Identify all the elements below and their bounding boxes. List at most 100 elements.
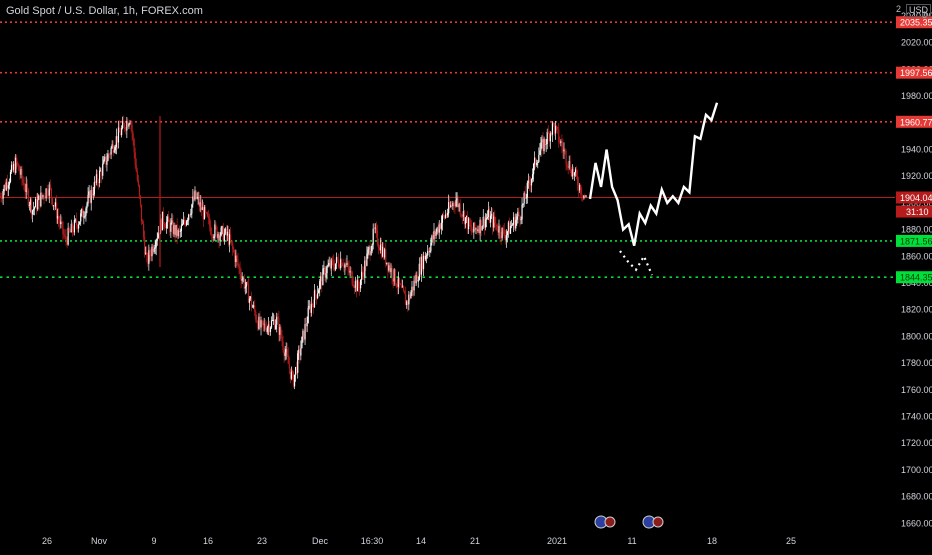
candle-body [262,320,264,325]
candle-body [441,215,443,223]
candle-body [335,257,338,264]
candle-body [276,316,278,325]
candle-body [397,277,399,287]
candle-body [432,235,434,240]
candle-body [473,222,475,233]
candle-body [428,250,430,252]
candle-body [104,156,106,160]
y-tick-label: 1800.00 [901,331,932,341]
candle-body [76,224,79,229]
candle-body [156,238,158,241]
candle-body [582,195,584,199]
y-tick-label: 1940.00 [901,145,932,155]
candle-body [289,368,291,379]
candle-body [222,226,224,242]
candle-body [293,374,296,387]
candle-body [78,224,80,229]
candle-body [491,214,493,216]
candle-body [253,305,255,307]
candle-body [363,272,365,277]
candle-body [165,226,167,229]
candle-body [352,284,354,287]
candle-body [264,323,266,329]
candle-body [127,121,129,127]
candle-body [96,174,99,182]
candle-body [479,219,481,234]
candle-body [5,182,7,190]
candle-body [341,259,343,266]
candle-body [184,222,187,226]
candle-body [111,144,113,148]
candle-body [291,371,294,373]
candle-body [500,235,502,239]
candle-body [504,236,506,241]
candle-body [273,319,275,321]
candle-body [179,230,181,232]
currency-badge[interactable]: USD [906,4,932,17]
candle-body [342,265,344,267]
candle-body [176,224,178,237]
candle-body [52,205,55,207]
candle-body [315,294,318,299]
candle-body [45,188,47,198]
candle-body [445,214,448,216]
x-tick-label: Dec [312,536,329,546]
candle-body [274,319,276,329]
candle-body [109,154,111,156]
candle-body [117,127,120,143]
candle-body [268,324,271,332]
candle-body [496,224,498,230]
candle-body [118,127,121,133]
candle-body [580,184,582,195]
candle-body [18,164,20,172]
candle-body [158,232,160,235]
candle-body [283,350,285,356]
candle-body [225,228,228,236]
candle-body [351,271,353,285]
candle-body [312,304,315,308]
candle-body [154,247,156,249]
candle-body [487,209,490,218]
candle-body [10,164,13,172]
candle-body [541,139,543,143]
candle-body [554,126,557,134]
candle-body [107,154,109,161]
candle-body [427,250,429,256]
candle-body [14,163,16,173]
chart-title: Gold Spot / U.S. Dollar, 1h, FOREX.com [6,5,203,17]
candle-body [426,255,428,257]
candle-body [510,225,513,227]
candle-body [377,244,380,248]
candle-body [561,141,563,147]
candle-body [213,236,215,239]
y-tick-label: 1740.00 [901,412,932,422]
candle-body [559,142,561,143]
candle-body [279,327,281,335]
candle-body [354,280,356,288]
candle-body [219,235,221,241]
candle-body [574,169,577,173]
candle-body [106,160,108,165]
candle-body [56,202,58,219]
candle-body [472,231,474,233]
candle-body [112,144,114,153]
candle-body [81,208,83,214]
candle-body [174,225,176,236]
candle-body [301,336,303,349]
candle-body [384,249,386,258]
candle-body [292,372,295,387]
candle-body [119,132,122,136]
candle-body [361,271,363,280]
candle-body [528,180,530,184]
candle-body [389,265,391,273]
candle-body [270,320,273,328]
candle-body [21,169,23,180]
candle-body [155,240,157,248]
candle-body [203,207,206,220]
candle-body [67,227,69,245]
level-tag-bg [896,191,932,204]
candle-body [347,263,349,268]
y-tick-label: 1880.00 [901,225,932,235]
